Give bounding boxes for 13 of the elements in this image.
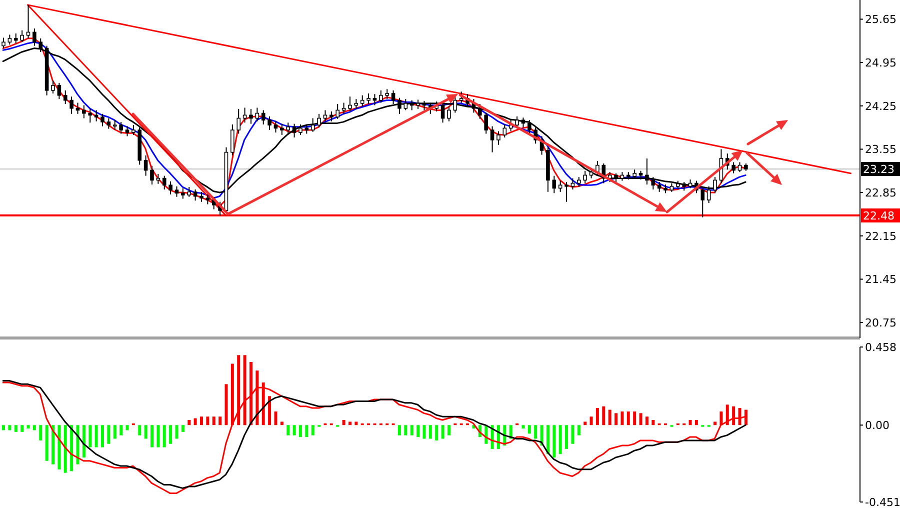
y-tick-label: 22.15 (865, 230, 896, 243)
y-tick-label: 0.458 (865, 340, 896, 354)
y-tick-label: 25.65 (865, 13, 896, 26)
ref-line-label: 23.23 (863, 163, 894, 176)
y-tick-label: 24.25 (865, 100, 896, 113)
y-tick-label: 22.85 (865, 186, 896, 200)
ref-line-label: 22.48 (863, 209, 894, 222)
y-tick-label: 21.45 (865, 273, 896, 286)
y-tick-label: 20.75 (865, 316, 896, 330)
y-tick-label: -0.451 (865, 496, 900, 509)
y-tick-label: 23.55 (865, 143, 896, 156)
y-tick-label: 24.95 (865, 56, 896, 70)
y-tick-label: 0.00 (865, 419, 890, 432)
